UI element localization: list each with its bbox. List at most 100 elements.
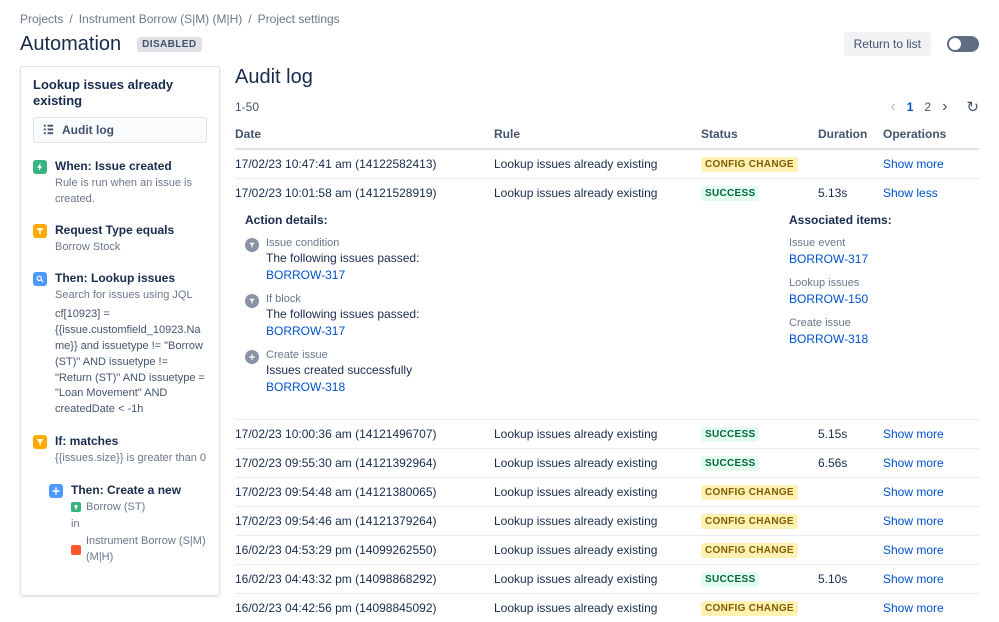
entry-rule[interactable]: Lookup issues already existing (494, 149, 701, 179)
associated-items-title: Associated items: (789, 213, 979, 227)
show-more-link[interactable]: Show more (883, 485, 944, 499)
show-more-link[interactable]: Show more (883, 543, 944, 557)
action-label: If block (266, 293, 419, 305)
entry-date: 17/02/23 09:55:30 am (14121392964) (235, 449, 494, 478)
jql-query: cf[10923] = {{issue.customfield_10923.Na… (55, 307, 207, 419)
step-title: If: matches (55, 434, 206, 448)
show-less-link[interactable]: Show less (883, 186, 938, 200)
status-badge: CONFIG CHANGE (701, 601, 798, 616)
audit-row: 17/02/23 10:00:36 am (14121496707) Looku… (235, 420, 979, 449)
rule-name: Lookup issues already existing (33, 77, 207, 108)
step-description: Rule is run when an issue is created. (55, 176, 207, 207)
page-button-2[interactable]: 2 (924, 100, 931, 114)
refresh-icon[interactable]: ↻ (966, 100, 979, 115)
return-to-list-button[interactable]: Return to list (844, 32, 931, 56)
rule-step-trigger[interactable]: When: Issue created Rule is run when an … (33, 159, 207, 207)
next-page-icon[interactable]: › (942, 99, 947, 115)
rule-step-request-type-condition[interactable]: Request Type equals Borrow Stock (33, 223, 207, 255)
show-more-link[interactable]: Show more (883, 572, 944, 586)
rule-summary-panel: Lookup issues already existing Audit log… (20, 66, 220, 596)
issue-link[interactable]: BORROW-318 (266, 380, 345, 394)
sidebar-item-audit-log[interactable]: Audit log (33, 117, 207, 143)
entry-date: 17/02/23 10:01:58 am (14121528919) (235, 179, 494, 208)
issue-link[interactable]: BORROW-150 (789, 292, 868, 306)
rule-step-lookup-issues[interactable]: Then: Lookup issues Search for issues us… (33, 271, 207, 418)
show-more-link[interactable]: Show more (883, 427, 944, 441)
status-badge: CONFIG CHANGE (701, 485, 798, 500)
project-avatar (71, 545, 81, 555)
step-description: Borrow Stock (55, 240, 174, 255)
audit-row: 16/02/23 04:53:29 pm (14099262550) Looku… (235, 536, 979, 565)
issue-link[interactable]: BORROW-317 (266, 268, 345, 282)
entry-date: 17/02/23 09:54:46 am (14121379264) (235, 507, 494, 536)
associated-item: Issue event BORROW-317 (789, 237, 979, 266)
rule-enabled-toggle[interactable] (947, 36, 979, 52)
entry-date: 17/02/23 09:54:48 am (14121380065) (235, 478, 494, 507)
page-button-1[interactable]: 1 (907, 100, 914, 114)
show-more-link[interactable]: Show more (883, 514, 944, 528)
branch-icon (33, 435, 47, 449)
entry-date: 16/02/23 04:42:56 pm (14098845092) (235, 594, 494, 622)
audit-row: 16/02/23 04:42:56 pm (14098845092) Looku… (235, 594, 979, 622)
issue-link[interactable]: BORROW-318 (789, 332, 868, 346)
action-label: Issue condition (266, 237, 419, 249)
audit-row: 17/02/23 09:55:30 am (14121392964) Looku… (235, 449, 979, 478)
rule-steps: When: Issue created Rule is run when an … (33, 159, 207, 565)
entry-rule[interactable]: Lookup issues already existing (494, 565, 701, 594)
audit-row: 17/02/23 10:01:58 am (14121528919) Looku… (235, 179, 979, 208)
associated-label: Lookup issues (789, 277, 979, 289)
entry-rule[interactable]: Lookup issues already existing (494, 420, 701, 449)
audit-log-main: Audit log 1-50 ‹ 1 2 › ↻ Date Rule Statu… (235, 66, 979, 622)
associated-label: Create issue (789, 317, 979, 329)
pagination-bar: 1-50 ‹ 1 2 › ↻ (235, 99, 979, 115)
status-badge: SUCCESS (701, 427, 759, 442)
entry-rule[interactable]: Lookup issues already existing (494, 507, 701, 536)
entry-rule[interactable]: Lookup issues already existing (494, 179, 701, 208)
toggle-knob (949, 38, 961, 50)
prev-page-icon[interactable]: ‹ (890, 99, 895, 115)
step-description: Search for issues using JQL (55, 288, 207, 303)
pagination-range: 1-50 (235, 100, 259, 114)
column-header-operations: Operations (883, 121, 979, 149)
audit-log-title: Audit log (235, 66, 979, 89)
branch-icon (245, 294, 259, 308)
entry-duration: 5.15s (818, 420, 883, 449)
status-badge: CONFIG CHANGE (701, 514, 798, 529)
breadcrumb-separator: / (248, 12, 251, 26)
entry-date: 17/02/23 10:47:41 am (14122582413) (235, 149, 494, 179)
breadcrumb-item-projects[interactable]: Projects (20, 12, 63, 26)
show-more-link[interactable]: Show more (883, 157, 944, 171)
rule-step-create-issue[interactable]: Then: Create a new Borrow (ST) in Instru… (49, 483, 207, 566)
entry-duration: 5.13s (818, 179, 883, 208)
entry-duration: 6.56s (818, 449, 883, 478)
condition-icon (245, 238, 259, 252)
action-detail-item: Issue condition The following issues pas… (245, 237, 419, 282)
action-result: The following issues passed: (266, 307, 419, 321)
associated-item: Create issue BORROW-318 (789, 317, 979, 346)
step-title: Request Type equals (55, 223, 174, 237)
disabled-badge: DISABLED (137, 37, 201, 52)
entry-rule[interactable]: Lookup issues already existing (494, 449, 701, 478)
status-badge: SUCCESS (701, 572, 759, 587)
status-badge: CONFIG CHANGE (701, 543, 798, 558)
entry-rule[interactable]: Lookup issues already existing (494, 536, 701, 565)
breadcrumb-item-project-settings[interactable]: Project settings (258, 12, 340, 26)
column-header-status: Status (701, 121, 818, 149)
connector-text: in (71, 517, 207, 532)
rule-step-if-matches[interactable]: If: matches {{issues.size}} is greater t… (33, 434, 207, 466)
action-detail-item: Create issue Issues created successfully… (245, 349, 419, 394)
show-more-link[interactable]: Show more (883, 456, 944, 470)
show-more-link[interactable]: Show more (883, 601, 944, 615)
audit-entry-details: Action details: Issue condition The foll… (235, 207, 979, 420)
issue-link[interactable]: BORROW-317 (266, 324, 345, 338)
step-description: {{issues.size}} is greater than 0 (55, 451, 206, 466)
action-details-title: Action details: (245, 213, 419, 227)
entry-duration (818, 478, 883, 507)
entry-duration: 5.10s (818, 565, 883, 594)
entry-rule[interactable]: Lookup issues already existing (494, 594, 701, 622)
issue-link[interactable]: BORROW-317 (789, 252, 868, 266)
entry-rule[interactable]: Lookup issues already existing (494, 478, 701, 507)
audit-row: 17/02/23 10:47:41 am (14122582413) Looku… (235, 149, 979, 179)
breadcrumb-item-project[interactable]: Instrument Borrow (S|M) (M|H) (79, 12, 243, 26)
audit-log-table: Date Rule Status Duration Operations 17/… (235, 121, 979, 622)
